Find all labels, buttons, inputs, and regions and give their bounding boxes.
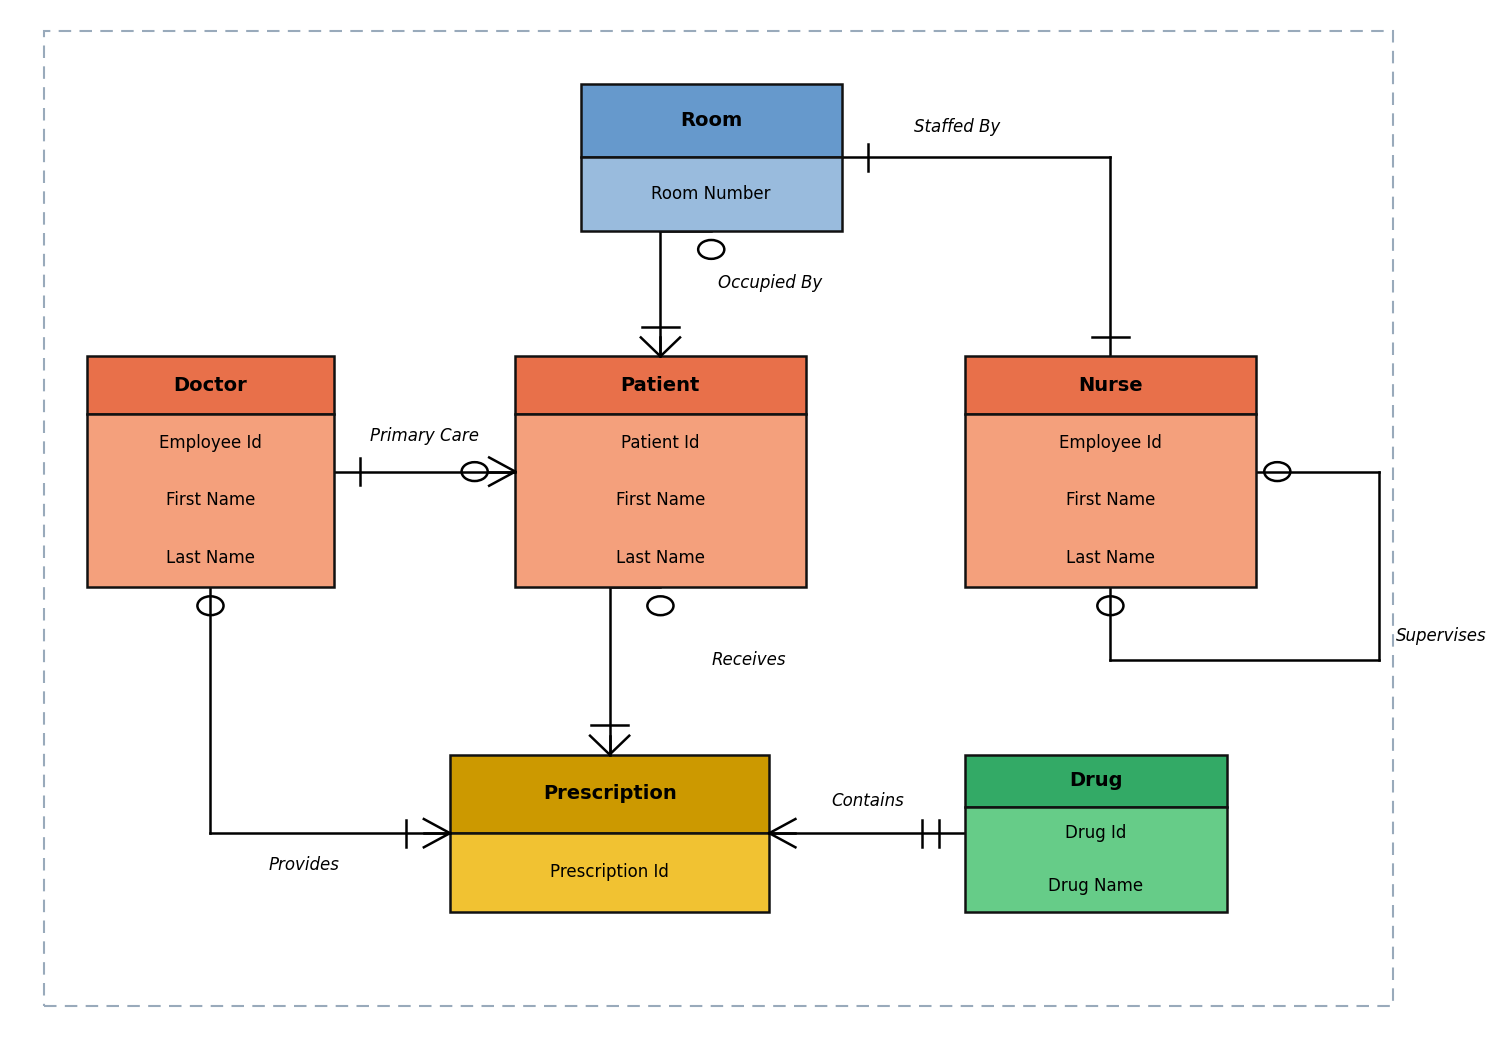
- Bar: [515, 414, 806, 587]
- Bar: [515, 356, 806, 414]
- Text: Room Number: Room Number: [652, 184, 771, 203]
- Text: Contains: Contains: [831, 792, 903, 810]
- Bar: [581, 157, 842, 231]
- Text: Primary Care: Primary Care: [370, 428, 479, 445]
- Text: Last Name: Last Name: [616, 549, 706, 567]
- Text: Prescription Id: Prescription Id: [550, 864, 670, 881]
- Text: First Name: First Name: [1065, 492, 1155, 509]
- Bar: [965, 356, 1255, 414]
- Text: Drug: Drug: [1070, 771, 1122, 790]
- Bar: [965, 755, 1227, 807]
- Text: Nurse: Nurse: [1079, 375, 1143, 395]
- Text: First Name: First Name: [616, 492, 706, 509]
- Text: Drug Name: Drug Name: [1049, 876, 1143, 895]
- Text: Provides: Provides: [268, 856, 340, 874]
- Text: Last Name: Last Name: [166, 549, 255, 567]
- Text: Patient: Patient: [620, 375, 700, 395]
- Text: Patient Id: Patient Id: [622, 434, 700, 452]
- Text: Last Name: Last Name: [1067, 549, 1155, 567]
- Bar: [449, 755, 770, 833]
- Text: First Name: First Name: [166, 492, 255, 509]
- Text: Room: Room: [680, 111, 743, 130]
- Text: Supervises: Supervises: [1396, 627, 1488, 645]
- Bar: [965, 414, 1255, 587]
- Text: Occupied By: Occupied By: [719, 274, 822, 292]
- Bar: [87, 414, 334, 587]
- Bar: [87, 356, 334, 414]
- Text: Employee Id: Employee Id: [1059, 434, 1162, 452]
- Text: Prescription: Prescription: [542, 784, 677, 804]
- Bar: [449, 833, 770, 912]
- Bar: [965, 807, 1227, 912]
- Text: Drug Id: Drug Id: [1065, 824, 1126, 843]
- Text: Receives: Receives: [712, 651, 786, 670]
- Text: Employee Id: Employee Id: [159, 434, 262, 452]
- FancyBboxPatch shape: [43, 31, 1393, 1006]
- Text: Doctor: Doctor: [174, 375, 247, 395]
- Bar: [581, 84, 842, 157]
- Text: Staffed By: Staffed By: [914, 118, 1001, 136]
